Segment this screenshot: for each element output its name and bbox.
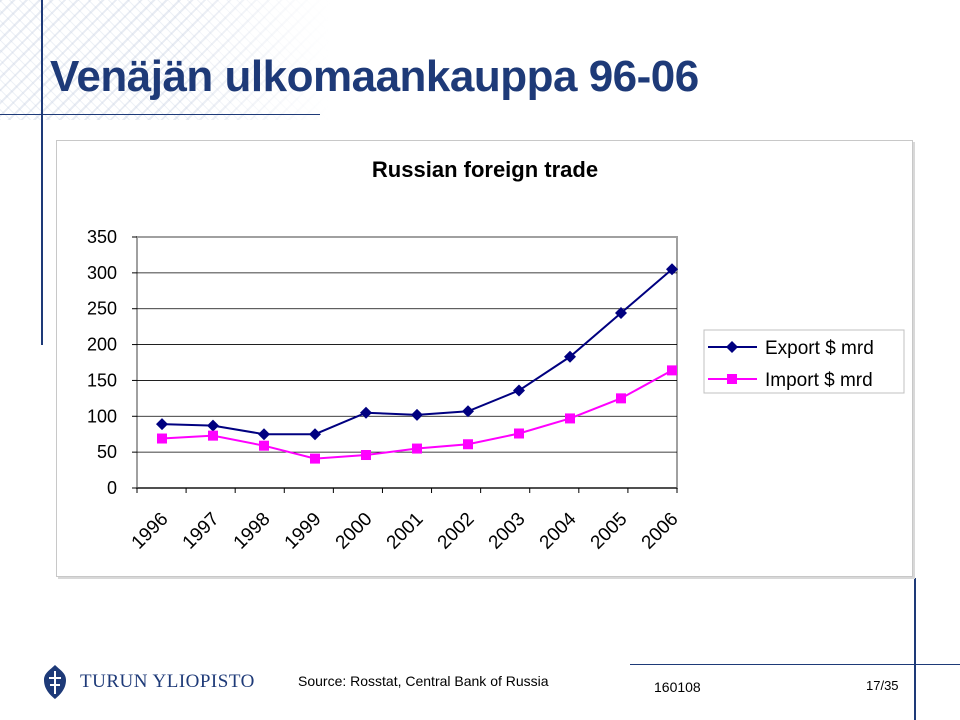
import-point <box>667 365 677 376</box>
import-point <box>514 428 524 439</box>
page-number: 17/35 <box>866 678 899 693</box>
x-tick-label: 2006 <box>638 509 683 554</box>
x-tick-label: 1998 <box>230 509 275 554</box>
footer-rule <box>630 664 960 665</box>
y-tick-label: 0 <box>107 478 117 498</box>
x-tick-labels: 1996 1997 1998 1999 2000 2001 2002 2003 2004 2005… <box>128 508 683 553</box>
bottom-right-vertical-rule <box>914 578 916 720</box>
university-logo-text: TURUN YLIOPISTO <box>80 671 255 692</box>
x-tick-label: 1996 <box>128 509 173 554</box>
x-tick-label: 2002 <box>434 509 479 554</box>
x-tick-label: 2001 <box>383 509 428 554</box>
y-tick-labels: 0 50 100 150 200 250 300 350 <box>87 227 117 498</box>
export-point <box>207 419 219 432</box>
plot-area <box>136 236 678 489</box>
x-tick-label: 2005 <box>587 509 632 554</box>
university-logo: TURUN YLIOPISTO <box>40 664 255 700</box>
export-point <box>411 408 423 421</box>
export-point <box>309 428 321 441</box>
import-point <box>565 413 575 424</box>
y-tick-label: 200 <box>87 335 117 355</box>
import-point <box>361 450 371 461</box>
export-point <box>513 384 525 397</box>
series-layer <box>156 263 678 464</box>
import-point <box>463 439 473 450</box>
import-point <box>412 443 422 454</box>
import-point <box>616 393 626 404</box>
x-tick-label: 1999 <box>281 509 326 554</box>
export-point <box>666 263 678 276</box>
source-note: Source: Rosstat, Central Bank of Russia <box>298 673 549 689</box>
import-point <box>259 440 269 451</box>
title-underline-rule <box>0 114 320 115</box>
legend-label: Export $ mrd <box>765 338 874 359</box>
y-tick-label: 350 <box>87 227 117 247</box>
legend: Export $ mrd Import $ mrd <box>708 338 874 391</box>
y-tick-label: 300 <box>87 263 117 283</box>
import-point <box>157 433 167 444</box>
export-point <box>258 428 270 441</box>
export-point <box>360 406 372 419</box>
grid-lines <box>132 236 678 493</box>
export-point <box>564 350 576 363</box>
x-tick-label: 2000 <box>332 509 377 554</box>
top-left-vertical-rule <box>41 0 43 345</box>
corner-pattern <box>0 0 330 120</box>
legend-box <box>703 329 905 394</box>
y-tick-label: 50 <box>97 442 117 462</box>
slide-title: Venäjän ulkomaankauppa 96-06 <box>50 52 699 101</box>
legend-label: Import $ mrd <box>765 370 873 391</box>
x-tick-label: 2004 <box>536 508 581 553</box>
legend-marker <box>727 374 737 384</box>
x-tick-label: 2003 <box>485 509 530 554</box>
legend-marker <box>726 341 738 353</box>
slide-code: 160108 <box>654 679 701 695</box>
y-tick-label: 150 <box>87 370 117 390</box>
export-point <box>156 418 168 431</box>
chart-title: Russian foreign trade <box>372 157 598 182</box>
x-tick-label: 1997 <box>179 509 224 554</box>
export-point <box>462 405 474 418</box>
university-crest-icon <box>44 665 66 699</box>
export-point <box>615 307 627 320</box>
y-tick-label: 100 <box>87 406 117 426</box>
y-tick-label: 250 <box>87 299 117 319</box>
import-point <box>310 453 320 464</box>
import-point <box>208 430 218 441</box>
